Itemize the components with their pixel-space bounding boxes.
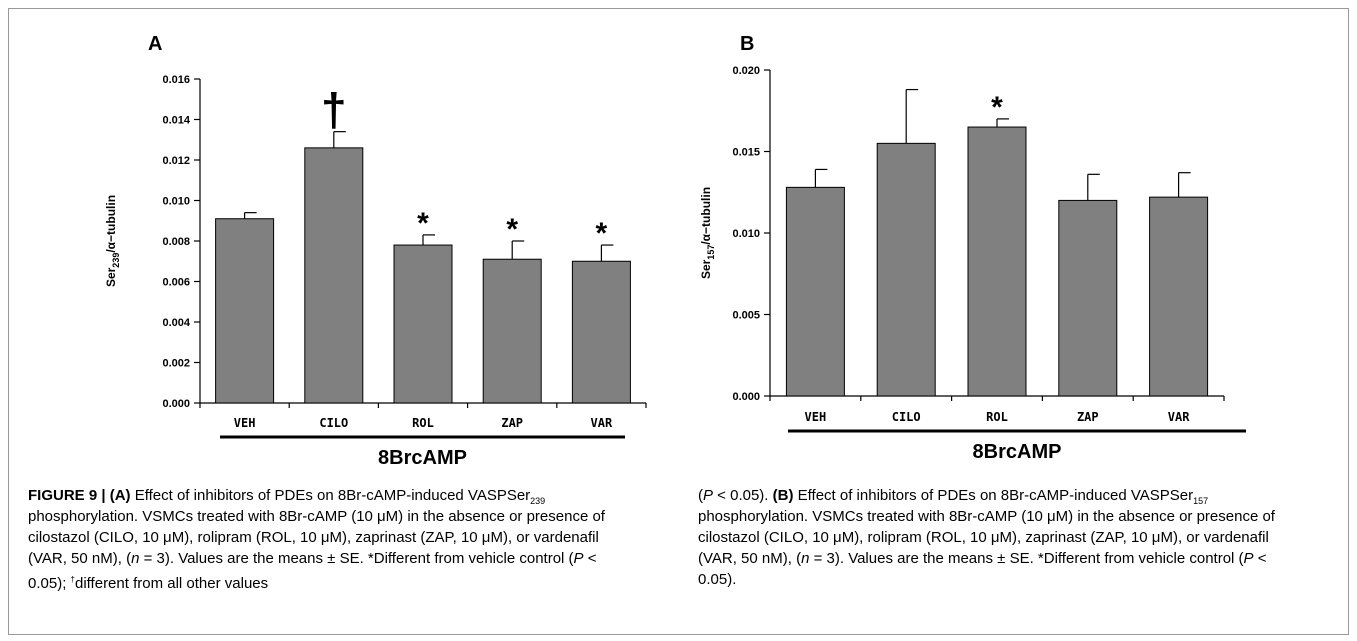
bar-rol bbox=[967, 126, 1027, 397]
category-label-veh: VEH bbox=[234, 416, 256, 430]
panel-label-b: B bbox=[740, 33, 754, 55]
annotation-zap: * bbox=[506, 213, 518, 246]
caption-b-text-3: = 3). Values are the means ± SE. *Differ… bbox=[809, 550, 1244, 567]
annotation-cilo: † bbox=[321, 84, 347, 136]
y-axis-label: Ser157/α−tubulin bbox=[699, 187, 716, 279]
caption-b-p-var: P bbox=[1243, 550, 1254, 567]
caption-a-text-5: different from all other values bbox=[74, 575, 269, 592]
y-tick-label: 0.008 bbox=[162, 236, 190, 248]
bar-cilo bbox=[304, 147, 364, 404]
category-label-cilo: CILO bbox=[892, 410, 921, 424]
bar-var bbox=[571, 260, 631, 404]
caption-right: (P < 0.05). (B) Effect of inhibitors of … bbox=[698, 485, 1298, 590]
y-tick-label: 0.002 bbox=[162, 358, 190, 370]
category-label-rol: ROL bbox=[412, 416, 434, 430]
caption-b-sub: 157 bbox=[1193, 496, 1209, 506]
caption-n-var: n bbox=[131, 550, 140, 567]
bar-zap bbox=[1058, 199, 1118, 397]
caption-right-text-1: < 0.05). bbox=[713, 487, 773, 504]
bar-cilo bbox=[876, 142, 936, 397]
bar-zap bbox=[482, 258, 542, 404]
y-tick-label: 0.015 bbox=[732, 147, 760, 159]
caption-right-p: P bbox=[703, 487, 714, 504]
y-axis-label: Ser239/α−tubulin bbox=[104, 195, 121, 287]
y-tick-label: 0.016 bbox=[162, 74, 190, 86]
caption-p-var: P bbox=[573, 550, 584, 567]
caption-b-text-2: phosphorylation. VSMCs treated with 8Br-… bbox=[698, 508, 1275, 567]
y-tick-label: 0.014 bbox=[162, 115, 190, 127]
panel-label-a: A bbox=[148, 33, 162, 55]
y-tick-label: 0.000 bbox=[732, 391, 760, 403]
bar-rol bbox=[393, 244, 453, 404]
caption-a-text-2: phosphorylation. VSMCs treated with 8Br-… bbox=[28, 508, 605, 567]
y-tick-label: 0.010 bbox=[732, 228, 760, 240]
category-label-zap: ZAP bbox=[501, 416, 523, 430]
caption-left: FIGURE 9 | (A) Effect of inhibitors of P… bbox=[28, 485, 628, 594]
caption-a-label: (A) bbox=[109, 487, 131, 504]
caption-b-label: (B) bbox=[772, 487, 794, 504]
figure-frame bbox=[8, 8, 1349, 635]
chart-b: B 0.000 0.005 0.010 0.015 0.020 Ser157/α−tubul… bbox=[699, 33, 1246, 463]
caption-b-n-var: n bbox=[801, 550, 810, 567]
caption-right-start: ( bbox=[698, 487, 703, 504]
y-tick-label: 0.012 bbox=[162, 155, 190, 167]
figure-label: FIGURE 9 | bbox=[28, 487, 110, 504]
caption-a-text-1: Effect of inhibitors of PDEs on 8Br-cAMP… bbox=[130, 487, 531, 504]
caption-a-text-4: < 0.05); bbox=[28, 550, 597, 592]
caption-dagger: † bbox=[70, 575, 75, 584]
category-label-cilo: CILO bbox=[319, 416, 348, 430]
bar-var bbox=[1149, 196, 1209, 397]
caption-a-text-3: = 3). Values are the means ± SE. *Differ… bbox=[139, 550, 574, 567]
category-label-rol: ROL bbox=[986, 410, 1008, 424]
category-label-veh: VEH bbox=[805, 410, 827, 424]
bar-veh bbox=[785, 186, 845, 397]
caption-a-sub: 239 bbox=[530, 496, 546, 506]
y-tick-label: 0.005 bbox=[732, 310, 760, 322]
bar-veh bbox=[215, 218, 275, 404]
annotation-rol: * bbox=[991, 91, 1003, 124]
group-label: 8BrcAMP bbox=[973, 441, 1062, 463]
y-tick-label: 0.010 bbox=[162, 196, 190, 208]
y-tick-label: 0.000 bbox=[162, 398, 190, 410]
category-label-var: VAR bbox=[591, 416, 613, 430]
y-tick-label: 0.020 bbox=[732, 65, 760, 77]
y-tick-label: 0.006 bbox=[162, 277, 190, 289]
category-label-zap: ZAP bbox=[1077, 410, 1099, 424]
caption-b-text-1: Effect of inhibitors of PDEs on 8Br-cAMP… bbox=[793, 487, 1194, 504]
y-tick-label: 0.004 bbox=[162, 317, 190, 329]
chart-a: A 0.000 0.002 0.004 0.006 0.008 0.010 0.012 0.01… bbox=[104, 33, 647, 469]
category-label-var: VAR bbox=[1168, 410, 1190, 424]
caption-b-text-4: < 0.05). bbox=[698, 550, 1267, 588]
group-label: 8BrcAMP bbox=[378, 447, 467, 469]
annotation-var: * bbox=[596, 217, 608, 250]
annotation-rol: * bbox=[417, 207, 429, 240]
